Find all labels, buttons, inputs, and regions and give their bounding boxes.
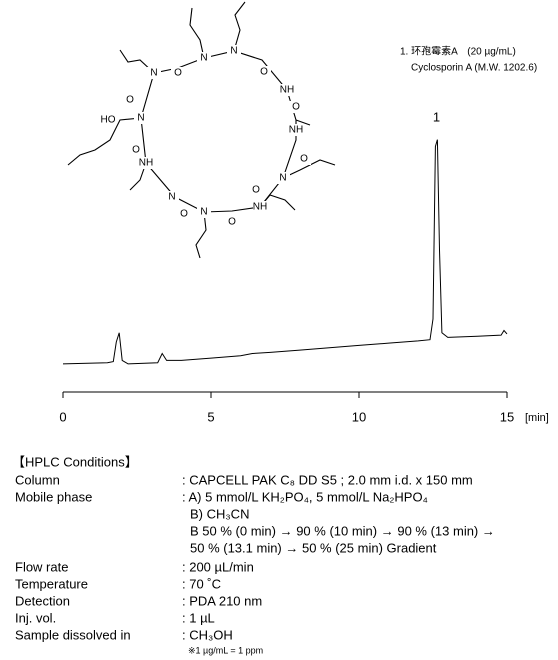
condition-value: 50 % (13.1 min) → 50 % (25 min) Gradient <box>190 540 437 555</box>
atom-label: N <box>200 53 207 64</box>
label-bg <box>134 112 148 124</box>
condition-value: : CAPCELL PAK C₈ DD S5 ; 2.0 mm i.d. x 1… <box>182 472 473 487</box>
label-bg <box>289 101 303 113</box>
conditions-title: 【HPLC Conditions】 <box>12 454 138 469</box>
label-bg <box>139 157 153 169</box>
condition-value: : PDA 210 nm <box>182 593 262 608</box>
atom-label: O <box>300 154 308 165</box>
atom-label: N <box>230 46 237 57</box>
atom-label: O <box>126 95 134 106</box>
atom-label: N <box>137 113 144 124</box>
condition-value: : A) 5 mmol/L KH₂PO₄, 5 mmol/L Na₂HPO₄ <box>182 489 428 504</box>
label-bg <box>289 124 303 136</box>
x-tick-label: 15 <box>500 409 514 424</box>
label-bg <box>171 67 185 79</box>
condition-value: B 50 % (0 min) → 90 % (10 min) → 90 % (1… <box>190 523 495 538</box>
condition-label: Detection <box>15 593 70 608</box>
condition-value: B) CH₃CN <box>190 506 249 521</box>
atom-label: O <box>180 209 188 220</box>
condition-value: : CH₃OH <box>182 627 233 642</box>
condition-label: Sample dissolved in <box>15 627 131 642</box>
label-bg <box>257 66 271 78</box>
trace <box>62 139 508 365</box>
condition-value: : 200 µL/min <box>182 559 254 574</box>
atom-label: N <box>200 207 207 218</box>
condition-label: Flow rate <box>15 559 68 574</box>
x-tick-label: 5 <box>207 409 214 424</box>
atom-label: O <box>292 102 300 113</box>
label-bg <box>129 144 143 156</box>
label-bg <box>225 216 239 228</box>
condition-label: Mobile phase <box>15 489 92 504</box>
label-bg <box>249 184 263 196</box>
label-bg <box>227 45 241 57</box>
compound-name-en: Cyclosporin A (M.W. 1202.6) <box>411 63 537 74</box>
atom-label: O <box>260 67 268 78</box>
label-bg <box>123 94 137 106</box>
x-tick-label: 0 <box>59 409 66 424</box>
x-axis-unit: [min] <box>525 412 549 424</box>
atom-label: HO <box>101 115 116 126</box>
condition-value: : 1 µL <box>182 610 215 625</box>
atom-label: O <box>252 185 260 196</box>
label-bg <box>197 206 211 218</box>
condition-label: Temperature <box>15 576 88 591</box>
peak-label: 1 <box>433 109 440 124</box>
label-bg <box>197 52 211 64</box>
conditions-note: ※1 µg/mL = 1 ppm <box>188 645 263 655</box>
compound-name: 1. 环孢霉素A (20 µg/mL) <box>400 45 516 58</box>
condition-label: Column <box>15 472 60 487</box>
atom-label: NH <box>139 158 153 169</box>
label-bg <box>177 208 191 220</box>
x-tick-label: 10 <box>352 409 366 424</box>
atom-label: NH <box>253 202 267 213</box>
atom-label: O <box>174 68 182 79</box>
label-bg <box>276 172 290 184</box>
atom-label: NH <box>289 125 303 136</box>
atom-label: N <box>150 68 157 79</box>
condition-label: Inj. vol. <box>15 610 56 625</box>
label-bg <box>297 153 311 165</box>
atom-label: NH <box>280 85 294 96</box>
label-bg <box>147 67 161 79</box>
label-bg <box>165 191 179 203</box>
atom-label: N <box>168 192 175 203</box>
label-bg <box>253 201 267 213</box>
atom-label: O <box>132 145 140 156</box>
atom-label: O <box>228 217 236 228</box>
atom-label: N <box>279 173 286 184</box>
label-bg <box>101 114 115 126</box>
label-bg <box>280 84 294 96</box>
condition-value: : 70 ˚C <box>182 576 221 591</box>
